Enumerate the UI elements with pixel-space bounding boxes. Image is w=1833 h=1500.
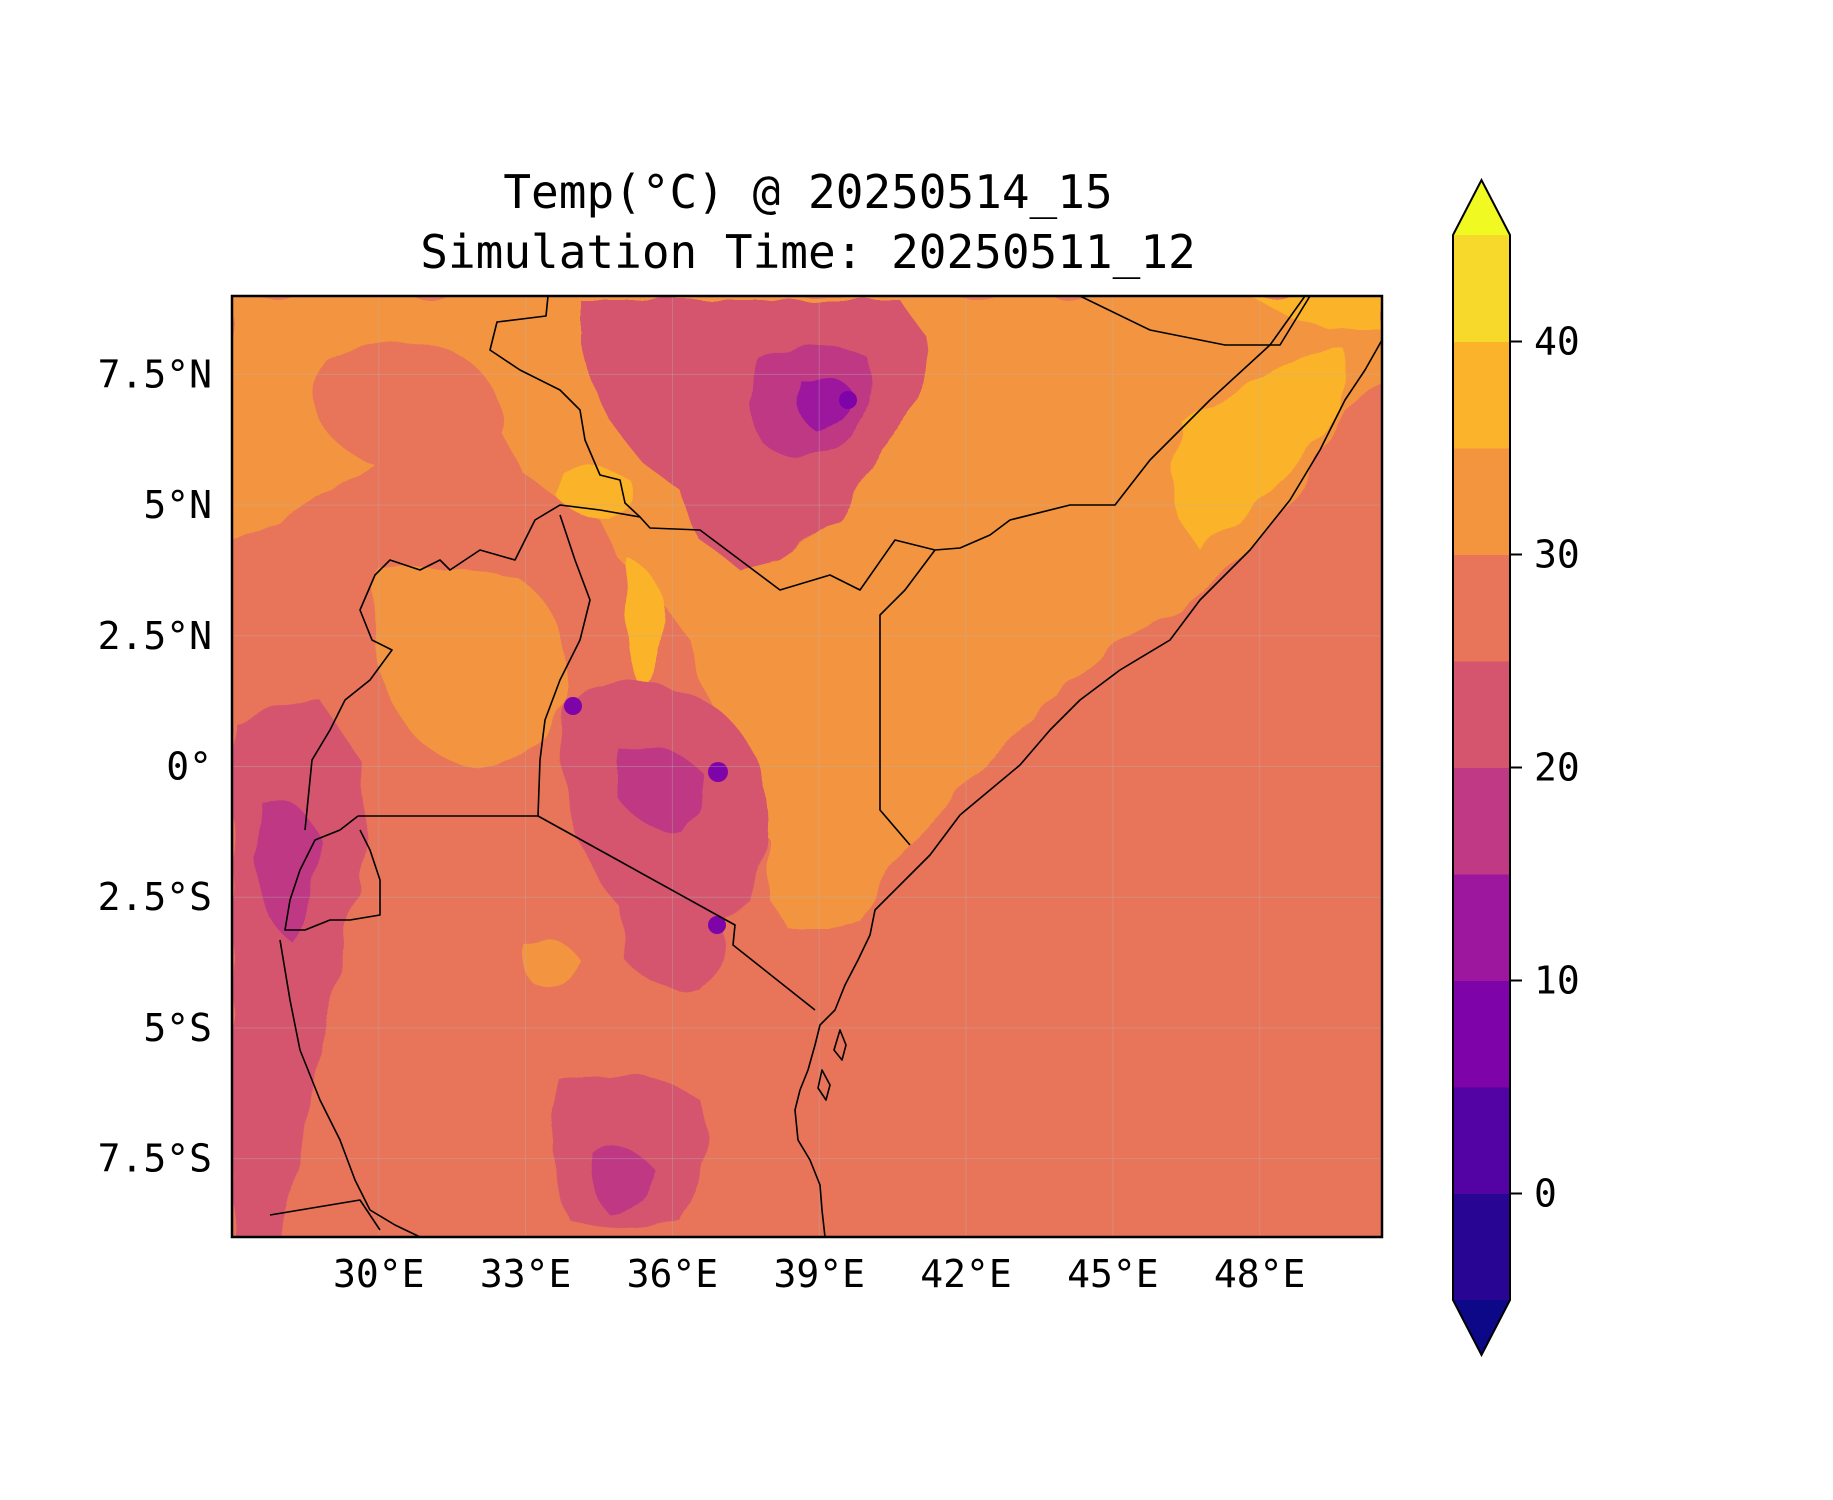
lon-tick-label-3: 39°E bbox=[773, 1252, 865, 1296]
cold-spot-ethiopia bbox=[839, 391, 857, 409]
lat-tick-label-0: 7.5°N bbox=[98, 352, 212, 396]
country-borders bbox=[269, 296, 1382, 1237]
map-frame bbox=[230, 294, 1384, 1239]
colorbar-segment-2 bbox=[1453, 980, 1510, 1088]
lat-tick-label-4: 2.5°S bbox=[98, 875, 212, 919]
cold-kenya-core bbox=[620, 747, 703, 830]
colorbar-segment-9 bbox=[1453, 235, 1510, 342]
lat-tick-label-6: 7.5°S bbox=[98, 1137, 212, 1181]
border-somalia-north bbox=[1079, 296, 1311, 346]
latitude-axis-labels: 7.5°N 5°N 2.5°N 0° 2.5°S 5°S 7.5°S bbox=[98, 352, 212, 1180]
border-mozambique-malawi bbox=[269, 1199, 381, 1231]
border-tanzania-west bbox=[279, 939, 421, 1237]
border-ethiopia-south bbox=[304, 504, 641, 831]
colorbar-tick-label-3: 30 bbox=[1534, 533, 1580, 577]
coastline-east-africa bbox=[794, 339, 1382, 1237]
cold-spot-elgon bbox=[564, 697, 582, 715]
cool-pool-sudan bbox=[316, 342, 502, 472]
island-zanzibar bbox=[833, 1029, 847, 1061]
colorbar-segment-4 bbox=[1453, 767, 1510, 875]
lon-tick-label-6: 48°E bbox=[1214, 1252, 1306, 1296]
colorbar-segment-7 bbox=[1453, 448, 1510, 555]
border-uganda-kenya bbox=[537, 514, 591, 817]
colorbar-extend-min bbox=[1453, 1300, 1510, 1355]
longitude-axis-labels: 30°E 33°E 36°E 39°E 42°E 45°E 48°E bbox=[333, 1252, 1305, 1296]
colorbar-segment-6 bbox=[1453, 554, 1510, 662]
hot-region-turkana bbox=[625, 560, 665, 690]
lat-tick-label-3: 0° bbox=[166, 745, 212, 789]
colorbar-segment-0 bbox=[1453, 1193, 1510, 1301]
lat-tick-label-2: 2.5°N bbox=[98, 614, 212, 658]
border-tanzania-kenya bbox=[358, 815, 816, 1011]
colorbar-tick-label-2: 20 bbox=[1534, 746, 1580, 790]
border-kenya-somalia bbox=[879, 549, 936, 846]
colder-ethiopian-core bbox=[797, 377, 855, 430]
warm-region-uganda bbox=[376, 566, 565, 770]
lon-tick-label-2: 36°E bbox=[627, 1252, 719, 1296]
figure-title-line2: Simulation Time: 20250511_12 bbox=[420, 225, 1195, 279]
border-rwanda-burundi bbox=[284, 815, 381, 931]
lat-tick-label-1: 5°N bbox=[143, 483, 212, 527]
lon-tick-label-4: 42°E bbox=[920, 1252, 1012, 1296]
figure-title-line1: Temp(°C) @ 20250514_15 bbox=[503, 165, 1112, 219]
cold-spot-kenya bbox=[708, 762, 728, 782]
map-gridlines bbox=[232, 296, 1382, 1237]
colorbar-tick-label-0: 0 bbox=[1534, 1172, 1557, 1216]
warm-pocket-tanzania bbox=[519, 937, 580, 986]
cool-tanzania-south bbox=[552, 1073, 707, 1229]
colorbar-segment-3 bbox=[1453, 874, 1510, 981]
lat-tick-label-5: 5°S bbox=[143, 1006, 212, 1050]
colorbar-extend-max bbox=[1453, 180, 1510, 235]
lon-tick-label-0: 30°E bbox=[333, 1252, 425, 1296]
map-plot-area bbox=[232, 296, 1382, 1237]
lon-tick-label-5: 45°E bbox=[1067, 1252, 1159, 1296]
colorbar-outline bbox=[1452, 177, 1511, 1358]
colorbar-tick-label-4: 40 bbox=[1534, 320, 1580, 364]
colorbar-tick-label-1: 10 bbox=[1534, 959, 1580, 1003]
temperature-colorbar: 0 10 20 30 40 bbox=[1452, 177, 1580, 1358]
cold-tanzania-south bbox=[589, 1147, 655, 1215]
cold-western-rift bbox=[255, 798, 320, 940]
hot-region-somalia bbox=[1170, 350, 1345, 550]
border-south-sudan-north bbox=[489, 296, 1306, 591]
cool-kilimanjaro-region bbox=[620, 897, 723, 990]
cold-spot-kilimanjaro bbox=[708, 916, 726, 934]
hot-region-coast-ne bbox=[1250, 296, 1382, 330]
colorbar-segment-5 bbox=[1453, 661, 1510, 768]
lon-tick-label-1: 33°E bbox=[480, 1252, 572, 1296]
colorbar-segment-8 bbox=[1453, 341, 1510, 449]
island-mafia bbox=[817, 1069, 831, 1101]
colorbar-segment-1 bbox=[1453, 1087, 1510, 1194]
